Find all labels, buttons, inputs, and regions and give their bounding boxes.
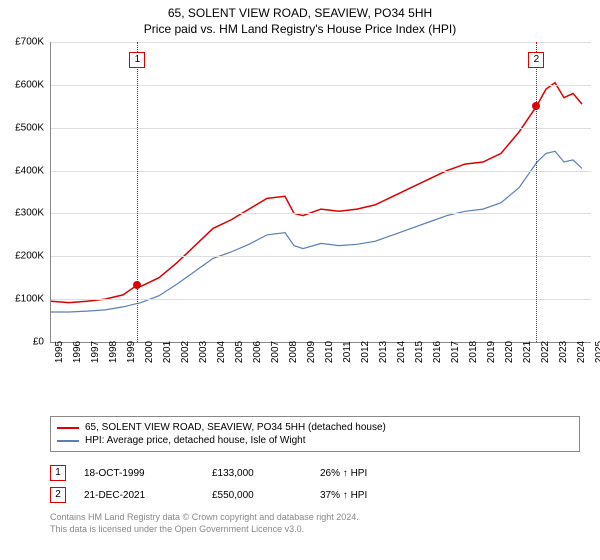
x-axis-label: 2005 (234, 341, 245, 363)
transaction-vline (536, 42, 537, 342)
transaction-row: 1 18-OCT-1999 £133,000 26% ↑ HPI (50, 462, 580, 484)
legend-label: HPI: Average price, detached house, Isle… (85, 435, 306, 446)
y-axis-label: £0 (0, 337, 44, 348)
y-axis-label: £300K (0, 208, 44, 219)
y-axis-label: £500K (0, 122, 44, 133)
x-axis-label: 2018 (468, 341, 479, 363)
gridline-h (51, 256, 591, 257)
x-axis-label: 2007 (270, 341, 281, 363)
footer-attribution: Contains HM Land Registry data © Crown c… (50, 512, 580, 535)
y-axis-label: £700K (0, 37, 44, 48)
transaction-price: £133,000 (212, 468, 302, 479)
legend: 65, SOLENT VIEW ROAD, SEAVIEW, PO34 5HH … (50, 416, 580, 452)
transaction-marker-dot (133, 281, 141, 289)
x-axis-label: 2002 (180, 341, 191, 363)
x-axis-label: 1995 (54, 341, 65, 363)
transaction-delta: 26% ↑ HPI (320, 468, 420, 479)
gridline-h (51, 42, 591, 43)
x-axis-label: 2004 (216, 341, 227, 363)
transaction-id-box: 1 (50, 465, 66, 481)
x-axis-label: 2017 (450, 341, 461, 363)
legend-swatch (57, 427, 79, 429)
x-axis-label: 1996 (72, 341, 83, 363)
transaction-delta: 37% ↑ HPI (320, 490, 420, 501)
x-axis-label: 2012 (360, 341, 371, 363)
transaction-date: 21-DEC-2021 (84, 490, 194, 501)
transaction-price: £550,000 (212, 490, 302, 501)
transaction-row: 2 21-DEC-2021 £550,000 37% ↑ HPI (50, 484, 580, 506)
x-axis-label: 2015 (414, 341, 425, 363)
x-axis-label: 1997 (90, 341, 101, 363)
transaction-marker-box: 2 (528, 52, 544, 68)
x-axis-label: 1999 (126, 341, 137, 363)
legend-row: 65, SOLENT VIEW ROAD, SEAVIEW, PO34 5HH … (57, 421, 573, 434)
series-hpi (51, 151, 582, 312)
legend-row: HPI: Average price, detached house, Isle… (57, 434, 573, 447)
x-axis-label: 2011 (342, 341, 353, 363)
gridline-h (51, 213, 591, 214)
y-axis-label: £200K (0, 251, 44, 262)
x-axis-label: 2009 (306, 341, 317, 363)
x-axis-label: 2014 (396, 341, 407, 363)
transaction-marker-dot (532, 102, 540, 110)
chart-title: 65, SOLENT VIEW ROAD, SEAVIEW, PO34 5HH (0, 0, 600, 20)
x-axis-label: 2022 (540, 341, 551, 363)
x-axis-label: 2016 (432, 341, 443, 363)
x-axis-label: 2023 (558, 341, 569, 363)
footer-line-2: This data is licensed under the Open Gov… (50, 524, 580, 536)
gridline-h (51, 299, 591, 300)
transaction-vline (137, 42, 138, 342)
x-axis-label: 2010 (324, 341, 335, 363)
y-axis-label: £600K (0, 79, 44, 90)
transaction-date: 18-OCT-1999 (84, 468, 194, 479)
transaction-id-box: 2 (50, 487, 66, 503)
x-axis-label: 2019 (486, 341, 497, 363)
x-axis-label: 2000 (144, 341, 155, 363)
transaction-table: 1 18-OCT-1999 £133,000 26% ↑ HPI 2 21-DEC-202… (50, 462, 580, 506)
x-axis-label: 2024 (576, 341, 587, 363)
plot-area: 12 (50, 42, 591, 343)
x-axis-label: 2025 (594, 341, 600, 363)
x-axis-label: 2001 (162, 341, 173, 363)
y-axis-label: £400K (0, 165, 44, 176)
gridline-h (51, 171, 591, 172)
chart-subtitle: Price paid vs. HM Land Registry's House … (0, 20, 600, 42)
chart-area: £0£100K£200K£300K£400K£500K£600K£700K 12… (0, 42, 600, 372)
x-axis-label: 2003 (198, 341, 209, 363)
series-lines (51, 42, 591, 342)
x-axis-label: 2008 (288, 341, 299, 363)
transaction-marker-box: 1 (129, 52, 145, 68)
series-price_paid (51, 83, 582, 303)
gridline-h (51, 128, 591, 129)
x-axis-label: 1998 (108, 341, 119, 363)
x-axis-label: 2021 (522, 341, 533, 363)
legend-label: 65, SOLENT VIEW ROAD, SEAVIEW, PO34 5HH … (85, 422, 386, 433)
x-axis-label: 2006 (252, 341, 263, 363)
legend-swatch (57, 440, 79, 442)
x-axis-label: 2013 (378, 341, 389, 363)
x-axis-label: 2020 (504, 341, 515, 363)
y-axis-label: £100K (0, 294, 44, 305)
gridline-h (51, 85, 591, 86)
footer-line-1: Contains HM Land Registry data © Crown c… (50, 512, 580, 524)
